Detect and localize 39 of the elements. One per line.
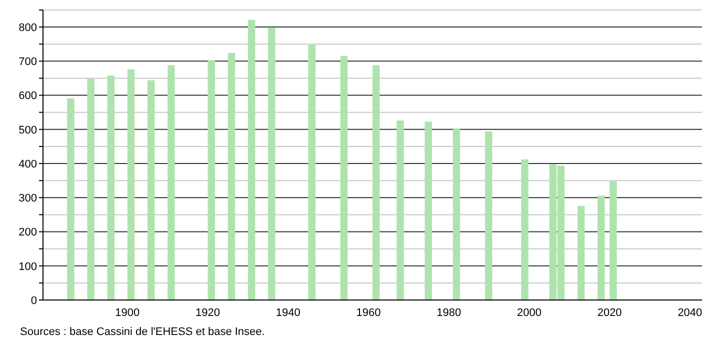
y-tick-label: 500 bbox=[18, 124, 37, 136]
bar bbox=[372, 65, 380, 300]
y-tick-label: 0 bbox=[30, 294, 37, 307]
x-tick-label: 1960 bbox=[356, 306, 381, 319]
bar bbox=[308, 44, 316, 300]
y-tick-label: 400 bbox=[18, 158, 37, 170]
bar bbox=[485, 131, 492, 300]
bar bbox=[127, 69, 135, 300]
bar bbox=[168, 65, 175, 300]
bar bbox=[424, 122, 432, 300]
bar bbox=[208, 60, 215, 300]
bar bbox=[340, 56, 348, 300]
x-tick-label: 2040 bbox=[678, 306, 702, 319]
bar bbox=[452, 128, 460, 300]
bar bbox=[248, 20, 256, 300]
bar bbox=[228, 52, 236, 300]
bar bbox=[67, 98, 74, 300]
x-tick-label: 2000 bbox=[516, 306, 542, 319]
bar bbox=[396, 120, 404, 300]
y-tick-label: 300 bbox=[18, 192, 37, 205]
bar bbox=[610, 181, 617, 300]
x-tick-label: 1980 bbox=[436, 306, 462, 319]
y-tick-label: 600 bbox=[18, 90, 37, 102]
y-tick-label: 100 bbox=[18, 260, 37, 273]
x-tick-label: 2020 bbox=[597, 306, 622, 319]
x-tick-label: 1900 bbox=[115, 306, 140, 319]
x-tick-label: 1920 bbox=[196, 306, 220, 319]
source-note: Sources : base Cassini de l'EHESS et base Insee. bbox=[20, 326, 266, 338]
bar bbox=[598, 196, 605, 300]
bar bbox=[87, 78, 94, 300]
y-tick-label: 200 bbox=[18, 226, 37, 239]
bar bbox=[577, 206, 585, 300]
bar bbox=[521, 159, 528, 300]
bar bbox=[268, 27, 276, 300]
x-tick-label: 1940 bbox=[276, 306, 300, 319]
y-tick-label: 700 bbox=[18, 56, 37, 68]
bar bbox=[147, 80, 155, 300]
y-tick-label: 800 bbox=[18, 22, 37, 34]
bar bbox=[107, 76, 115, 300]
